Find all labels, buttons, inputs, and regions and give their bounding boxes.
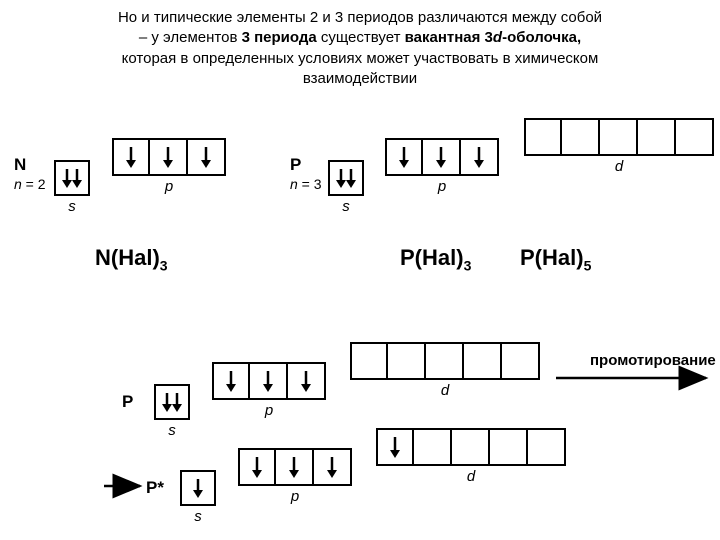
orbital-cell	[54, 160, 90, 196]
orbital-cell	[600, 118, 638, 156]
orbital-cell	[426, 342, 464, 380]
orbital-cell	[385, 138, 423, 176]
orbital-group-Px_d: d	[376, 428, 566, 485]
orbital-cell	[528, 428, 566, 466]
orbital-cell	[502, 342, 540, 380]
orbital-sublabel: s	[180, 508, 216, 525]
orbital-group-P_p: p	[385, 138, 499, 195]
orbital-sublabel: s	[328, 198, 364, 215]
orbital-cell	[524, 118, 562, 156]
orbital-sublabel: s	[54, 198, 90, 215]
orbital-cell	[238, 448, 276, 486]
orbital-cell	[638, 118, 676, 156]
orbital-sublabel: p	[385, 178, 499, 195]
orbital-row	[154, 384, 190, 420]
orbital-cell	[388, 342, 426, 380]
orbital-cell	[154, 384, 190, 420]
orbital-sublabel: s	[154, 422, 190, 439]
orbital-sublabel: p	[238, 488, 352, 505]
orbital-row	[524, 118, 714, 156]
orbital-cell	[376, 428, 414, 466]
page: Но и типические элементы 2 и 3 периодов …	[0, 0, 720, 540]
orbital-group-P2_p: p	[212, 362, 326, 419]
orbital-cell	[350, 342, 388, 380]
orbital-group-Px_s: s	[180, 470, 216, 525]
orbital-group-P_d: d	[524, 118, 714, 175]
orbital-row	[350, 342, 540, 380]
orbital-sublabel: d	[376, 468, 566, 485]
orbital-cell	[414, 428, 452, 466]
orbital-group-N_p: p	[112, 138, 226, 195]
orbital-row	[180, 470, 216, 506]
orbital-cell	[464, 342, 502, 380]
orbital-row	[238, 448, 352, 486]
orbital-cell	[452, 428, 490, 466]
orbital-cell	[150, 138, 188, 176]
orbital-cell	[423, 138, 461, 176]
orbital-sublabel: d	[350, 382, 540, 399]
orbital-cell	[676, 118, 714, 156]
orbital-row	[385, 138, 499, 176]
orbital-cell	[250, 362, 288, 400]
orbital-sublabel: p	[112, 178, 226, 195]
orbital-row	[376, 428, 566, 466]
orbital-group-Px_p: p	[238, 448, 352, 505]
orbital-cell	[112, 138, 150, 176]
orbital-cell	[461, 138, 499, 176]
orbital-cell	[212, 362, 250, 400]
arrows-svg	[0, 0, 720, 540]
orbital-cell	[188, 138, 226, 176]
orbital-cell	[288, 362, 326, 400]
orbital-group-P2_s: s	[154, 384, 190, 439]
orbital-cell	[276, 448, 314, 486]
orbital-sublabel: d	[524, 158, 714, 175]
orbital-cell	[490, 428, 528, 466]
orbital-row	[328, 160, 364, 196]
orbital-cell	[562, 118, 600, 156]
orbital-row	[212, 362, 326, 400]
orbital-cell	[180, 470, 216, 506]
orbital-row	[54, 160, 90, 196]
orbital-cell	[314, 448, 352, 486]
orbital-group-N_s: s	[54, 160, 90, 215]
orbital-group-P2_d: d	[350, 342, 540, 399]
orbital-cell	[328, 160, 364, 196]
orbital-row	[112, 138, 226, 176]
orbital-sublabel: p	[212, 402, 326, 419]
orbital-group-P_s: s	[328, 160, 364, 215]
